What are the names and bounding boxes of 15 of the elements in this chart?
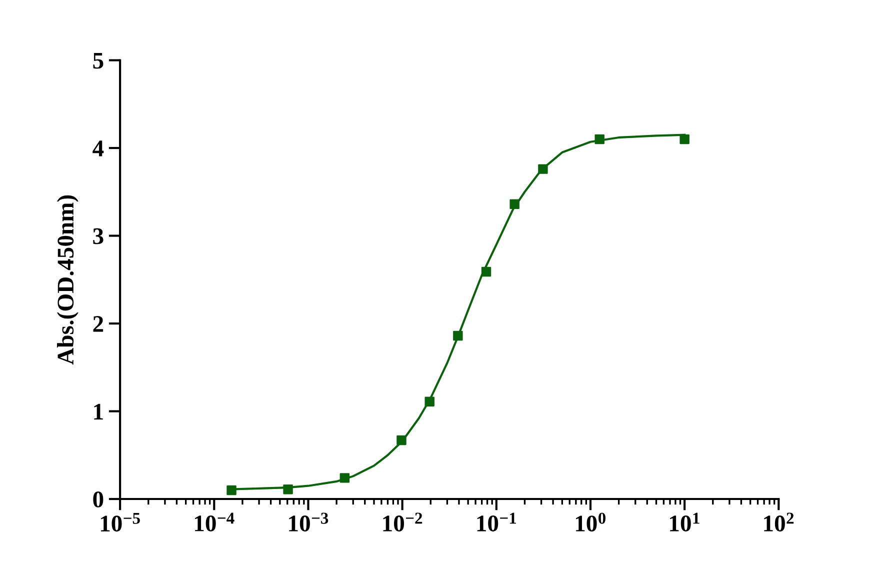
y-tick-label: 4 [92, 140, 104, 156]
y-tick-label: 2 [93, 316, 104, 332]
y-tick-label: 0 [93, 491, 104, 508]
x-tick-label: 10$^{−2}$ [383, 512, 422, 532]
y-tick-label: 5 [93, 52, 104, 69]
x-tick-label: 10$^{0}$ [576, 512, 606, 532]
x-tick-label: 10$^{−5}$ [100, 512, 140, 532]
x-tick-label: 10$^{−3}$ [289, 512, 328, 532]
y-axis-title: Abs.(OD.450nm) [56, 195, 78, 365]
x-tick-label: 10$^{2}$ [764, 512, 794, 532]
x-tick-label: 10$^{1}$ [670, 512, 700, 532]
y-tick-label: 1 [94, 404, 103, 420]
x-tick-label: 10$^{−1}$ [477, 512, 516, 532]
x-tick-label: 10$^{−4}$ [195, 512, 234, 532]
y-tick-label: 3 [93, 228, 104, 244]
